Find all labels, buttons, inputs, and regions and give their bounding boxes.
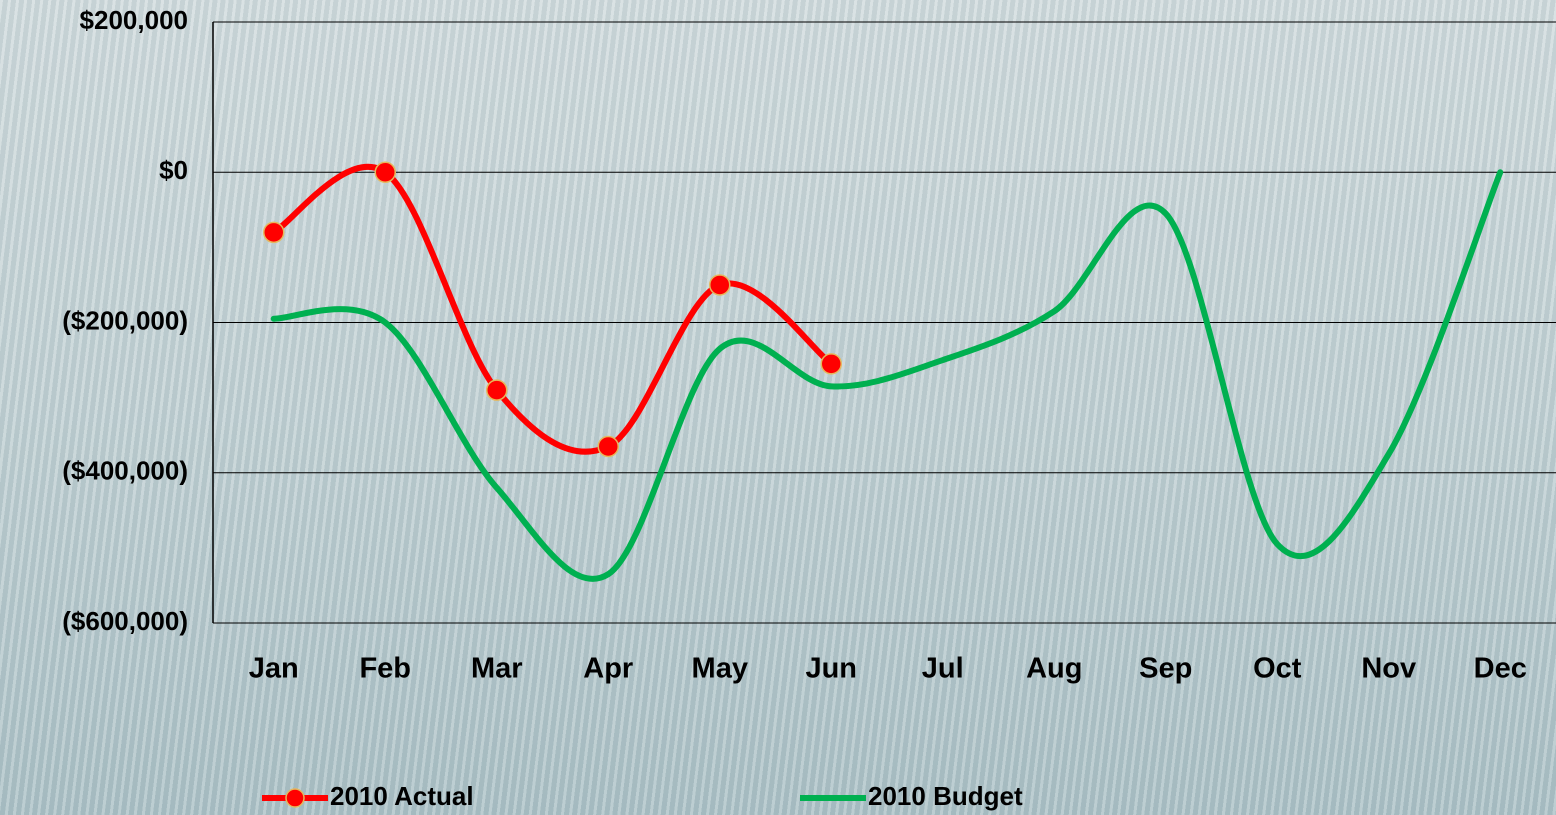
- x-tick-label: Apr: [583, 653, 633, 685]
- x-tick-label: Mar: [471, 653, 523, 685]
- y-tick-label: ($600,000): [62, 606, 188, 636]
- x-tick-label: Jul: [922, 653, 964, 685]
- point-marker: [709, 274, 731, 296]
- point-marker: [486, 379, 508, 401]
- x-tick-label: Nov: [1361, 653, 1416, 685]
- x-tick-label: Jan: [249, 653, 299, 685]
- point-marker: [820, 353, 842, 375]
- x-tick-label: Sep: [1139, 653, 1192, 685]
- x-tick-label: Feb: [359, 653, 411, 685]
- x-tick-label: Dec: [1474, 653, 1527, 685]
- x-tick-label: Jun: [805, 653, 857, 685]
- legend-label: 2010 Actual: [330, 781, 474, 811]
- series-line: [270, 169, 1504, 582]
- x-tick-label: May: [692, 653, 748, 685]
- point-marker: [263, 221, 285, 244]
- y-tick-label: ($200,000): [62, 305, 188, 335]
- y-tick-label: ($400,000): [62, 456, 188, 486]
- y-tick-label: $0: [159, 155, 188, 185]
- legend-label: 2010 Budget: [868, 781, 1023, 811]
- point-marker: [597, 435, 619, 458]
- x-tick-label: Aug: [1026, 653, 1082, 685]
- y-tick-label: $200,000: [80, 5, 188, 35]
- point-marker: [374, 161, 396, 183]
- x-tick-label: Oct: [1253, 653, 1302, 685]
- legend-marker: [285, 788, 305, 808]
